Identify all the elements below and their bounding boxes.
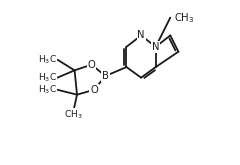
Text: B: B — [102, 71, 109, 81]
Text: O: O — [88, 60, 96, 70]
Text: N: N — [137, 31, 145, 40]
Text: CH$_3$: CH$_3$ — [174, 11, 195, 25]
Text: N: N — [152, 42, 159, 52]
Text: CH$_3$: CH$_3$ — [64, 109, 82, 121]
Text: H$_3$C: H$_3$C — [38, 83, 57, 96]
Text: O: O — [90, 85, 98, 95]
Text: H$_3$C: H$_3$C — [38, 71, 57, 84]
Text: H$_3$C: H$_3$C — [38, 53, 57, 66]
